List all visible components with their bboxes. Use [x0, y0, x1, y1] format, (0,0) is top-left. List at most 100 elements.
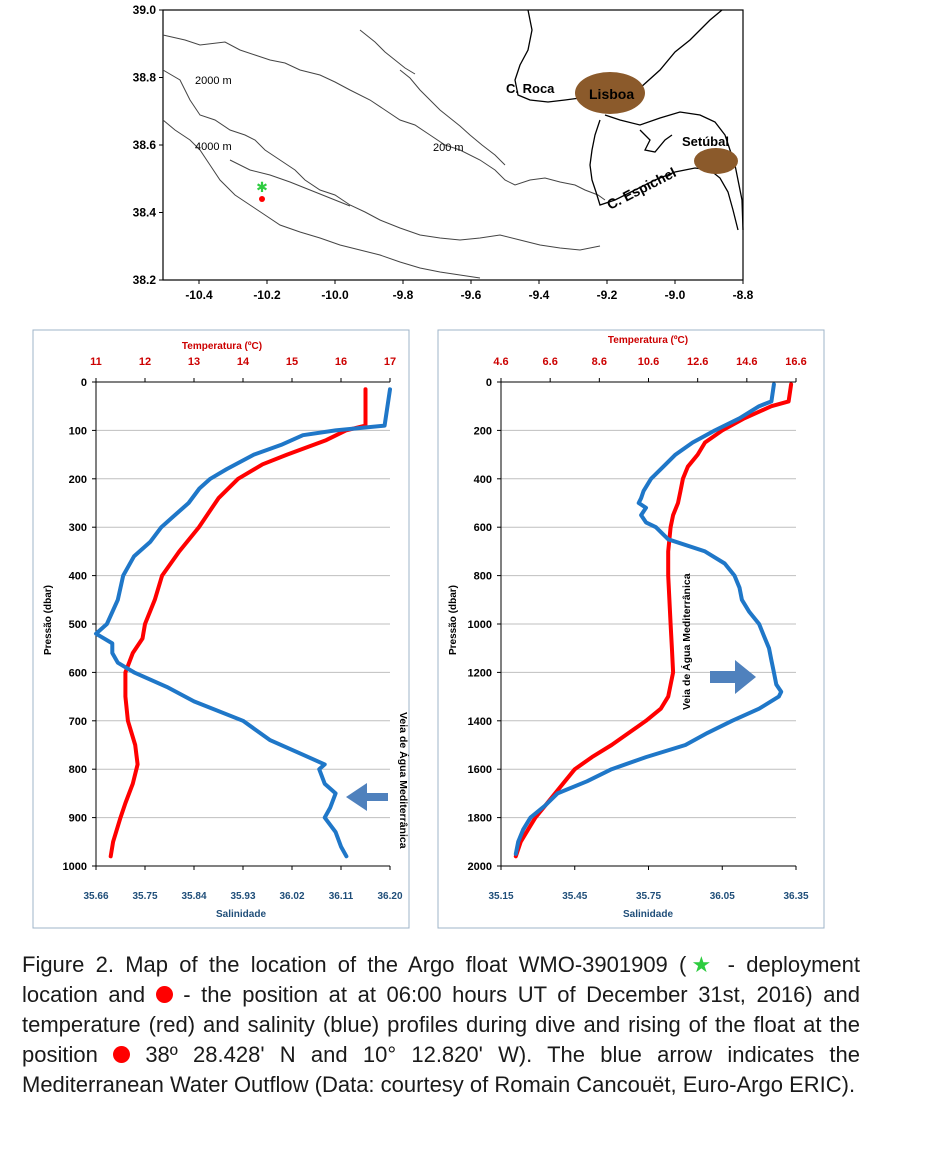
y-tick-label: 1200 — [468, 667, 492, 679]
top-tick-label: 15 — [286, 356, 298, 368]
top-tick-label: 16 — [335, 356, 347, 368]
chart-frame — [437, 329, 825, 929]
place-setubal: Setúbal — [682, 134, 729, 149]
map-x-tick-label: -8.8 — [733, 288, 754, 302]
contour-line — [399, 69, 506, 166]
mediterranean-arrow-icon — [346, 783, 388, 811]
annotation-label: Veia de Água Mediterrânica — [680, 573, 693, 710]
y-tick-label: 1400 — [468, 716, 492, 728]
map-x-axis: -10.4 -10.2 -10.0 -9.8 -9.6 -9.4 -9.2 -9.0 -8.8 — [185, 280, 754, 302]
top-tick-label: 6.6 — [543, 356, 558, 368]
bottom-tick-label: 36.02 — [279, 891, 304, 902]
temperature-line — [513, 382, 794, 859]
profile-chart-right: Temperatura (ºC) Salinidade Pressão (dba… — [437, 329, 825, 929]
top-tick-label: 14 — [237, 356, 250, 368]
map-x-tick-label: -9.8 — [393, 288, 414, 302]
profile-chart-left: Temperatura (ºC) Salinidade Pressão (dba… — [32, 329, 410, 929]
bottom-tick-label: 35.66 — [83, 891, 108, 902]
contour-line — [162, 69, 601, 251]
map-x-tick-label: -9.6 — [461, 288, 482, 302]
y-tick-label: 0 — [81, 377, 87, 389]
top-tick-label: 4.6 — [493, 356, 508, 368]
top-tick-label: 14.6 — [736, 356, 757, 368]
y-tick-label: 800 — [69, 764, 87, 776]
series-lines — [513, 382, 794, 859]
top-axis-title: Temperatura (ºC) — [182, 341, 262, 352]
annotation-label: Veia de Água Mediterrânica — [397, 712, 410, 849]
coastline-peninsula — [589, 119, 739, 231]
salinity-line — [513, 382, 784, 856]
bottom-tick-label: 36.20 — [377, 891, 402, 902]
y-tick-label: 1600 — [468, 764, 492, 776]
bottom-axis-title: Salinidade — [216, 909, 266, 920]
y-tick-label: 400 — [69, 571, 87, 583]
bottom-tick-label: 35.45 — [562, 891, 587, 902]
y-tick-label: 900 — [69, 813, 87, 825]
y-tick-label: 1800 — [468, 813, 492, 825]
contour-line — [162, 34, 606, 201]
map-y-axis: 39.0 38.8 38.6 38.4 38.2 — [133, 3, 163, 287]
map-x-tick-label: -9.4 — [529, 288, 550, 302]
mediterranean-arrow-icon — [710, 660, 756, 694]
bottom-tick-label: 36.05 — [710, 891, 735, 902]
y-axis-ticks: 0 200 400 600 800 1000 1200 1400 1600 1800 2000 — [468, 377, 501, 873]
star-icon: ★ — [686, 952, 717, 977]
y-tick-label: 0 — [486, 377, 492, 389]
top-tick-label: 12 — [139, 356, 151, 368]
y-tick-label: 600 — [69, 667, 87, 679]
contour-line — [359, 29, 416, 75]
map-x-tick-label: -10.2 — [253, 288, 281, 302]
y-tick-label: 1000 — [468, 619, 492, 631]
caption-part: - deployment location and — [22, 952, 860, 1007]
bottom-tick-label: 35.84 — [181, 891, 206, 902]
y-tick-label: 400 — [474, 474, 492, 486]
y-tick-label: 1000 — [63, 861, 87, 873]
bottom-tick-label: 36.35 — [783, 891, 808, 902]
top-tick-label: 13 — [188, 356, 200, 368]
y-tick-label: 100 — [69, 425, 87, 437]
top-tick-label: 17 — [384, 356, 396, 368]
y-tick-label: 700 — [69, 716, 87, 728]
map-y-tick-label: 38.8 — [133, 71, 157, 85]
top-axis-title: Temperatura (ºC) — [608, 335, 688, 346]
red-dot-icon — [155, 986, 173, 1003]
caption-part: Figure 2. Map of the location of the Arg… — [22, 952, 687, 977]
bottom-tick-label: 35.75 — [132, 891, 157, 902]
salinity-line — [94, 387, 392, 859]
map-y-tick-label: 38.2 — [133, 273, 157, 287]
contour-line — [229, 159, 351, 207]
map-x-tick-label: -10.4 — [185, 288, 213, 302]
figure-caption: Figure 2. Map of the location of the Arg… — [22, 950, 860, 1100]
y-tick-label: 500 — [69, 619, 87, 631]
bottom-axis-ticks: 35.66 35.75 35.84 35.93 36.02 36.11 36.20 — [83, 866, 403, 902]
map-y-tick-label: 38.4 — [133, 206, 157, 220]
y-axis-title: Pressão (dbar) — [448, 585, 459, 655]
place-c-roca: C. Roca — [506, 81, 555, 96]
caption-part: - the position at at 06:00 hours UT of D… — [22, 982, 860, 1067]
bottom-axis-ticks: 35.15 35.45 35.75 36.05 36.35 — [488, 866, 809, 902]
map-x-tick-label: -9.0 — [665, 288, 686, 302]
red-dot-icon — [113, 1046, 131, 1063]
series-lines — [94, 387, 392, 859]
map-x-tick-label: -10.0 — [321, 288, 349, 302]
map-y-tick-label: 39.0 — [133, 3, 157, 17]
top-axis-ticks: 11 12 13 14 15 16 17 — [90, 356, 396, 382]
caption-part: 38º 28.428' N and 10° 12.820' W). The bl… — [22, 1042, 860, 1097]
top-axis-ticks: 4.6 6.6 8.6 10.6 12.6 14.6 16.6 — [493, 356, 807, 382]
coastline-inlet — [639, 129, 673, 153]
top-tick-label: 8.6 — [592, 356, 607, 368]
y-tick-label: 300 — [69, 522, 87, 534]
map-y-tick-label: 38.6 — [133, 138, 157, 152]
top-tick-label: 11 — [90, 356, 102, 368]
chart-frame — [32, 329, 410, 929]
coastline-estuary — [604, 111, 744, 231]
bottom-tick-label: 35.15 — [488, 891, 513, 902]
top-tick-label: 16.6 — [785, 356, 806, 368]
setubal-area — [694, 148, 738, 174]
y-tick-label: 200 — [474, 425, 492, 437]
temperature-line — [108, 387, 368, 859]
bottom-tick-label: 36.11 — [329, 891, 354, 902]
lisboa-area — [575, 72, 645, 114]
deployment-star-icon: ✱ — [256, 179, 268, 195]
contour-label-4000: 4000 m — [195, 141, 232, 153]
